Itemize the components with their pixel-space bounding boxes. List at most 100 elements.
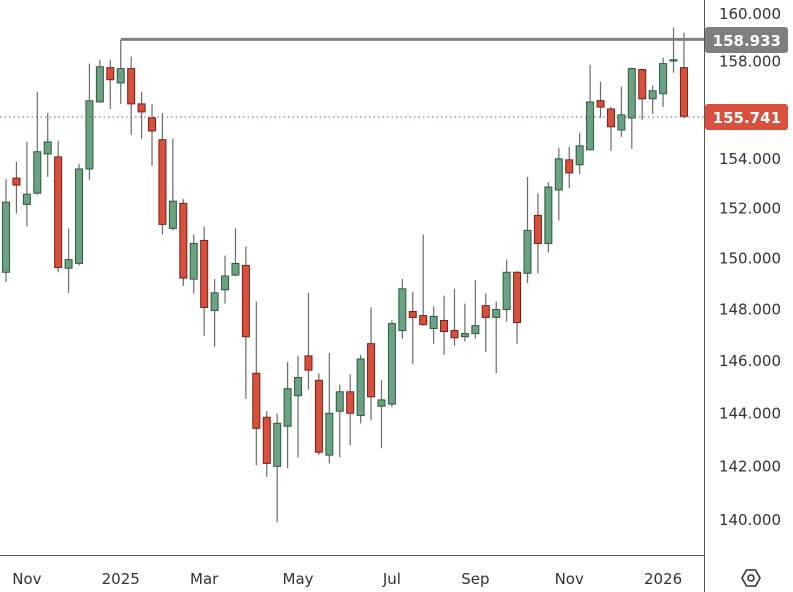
candle[interactable] [554,147,563,221]
candle[interactable] [398,279,407,339]
candle[interactable] [210,279,219,347]
candle[interactable] [596,81,605,118]
candle[interactable] [64,228,73,293]
candle-body-up [617,114,626,131]
candle-body-up [325,412,334,456]
candle[interactable] [168,138,177,231]
candle[interactable] [617,86,626,137]
candle-body-up [221,275,230,291]
candle[interactable] [356,354,365,424]
x-tick-label: Mar [190,570,219,588]
x-tick-label: Jul [382,570,401,588]
candle[interactable] [460,303,469,342]
candle[interactable] [127,56,136,135]
candle-body-up [210,292,219,311]
candle[interactable] [75,163,84,266]
candle-body-up [586,101,595,151]
candle[interactable] [346,374,355,446]
candle[interactable] [231,228,240,277]
candle[interactable] [95,59,104,103]
candle-body-up [64,259,73,269]
candle-body-up [554,158,563,191]
candle[interactable] [33,91,42,195]
candle-body-down [440,320,449,333]
candle[interactable] [513,271,522,344]
candle-body-up [95,66,104,103]
candle[interactable] [22,141,31,227]
candle-body-up [356,358,365,416]
candle-body-down [106,67,115,81]
candle[interactable] [43,112,52,177]
x-tick-label: Nov [555,570,584,588]
candle[interactable] [586,64,595,151]
candle-body-up [116,68,125,84]
x-tick-label: Sep [461,570,489,588]
candle[interactable] [638,68,647,120]
candle[interactable] [273,413,282,522]
candle-body-down [148,117,157,132]
candle[interactable] [262,411,271,478]
candle[interactable] [627,67,636,149]
candle[interactable] [387,320,396,408]
candle[interactable] [2,179,10,282]
candle[interactable] [200,226,209,336]
candle[interactable] [492,301,501,374]
candle-body-up [273,422,282,467]
candle[interactable] [481,293,490,352]
candle-body-up [669,59,678,62]
x-tick-label: May [283,570,314,588]
candle[interactable] [221,255,230,304]
candle-body-down [450,330,459,339]
candle-body-down [179,202,188,279]
candle[interactable] [533,193,542,274]
candle[interactable] [471,280,480,339]
candle[interactable] [565,146,574,189]
candle-body-up [335,391,344,412]
candle[interactable] [106,59,115,109]
candle[interactable] [377,380,386,449]
candle[interactable] [659,57,668,108]
candle[interactable] [429,306,438,344]
candle[interactable] [148,103,157,167]
candle[interactable] [669,27,678,73]
candle[interactable] [283,362,292,469]
settings-hexagon-icon[interactable] [741,569,761,587]
candle[interactable] [189,234,198,294]
candle[interactable] [440,295,449,355]
candle[interactable] [54,140,63,273]
candle[interactable] [606,107,615,151]
candle-body-down [200,239,209,308]
candle[interactable] [314,373,323,456]
candle[interactable] [137,91,146,139]
candle[interactable] [367,307,376,421]
candle[interactable] [523,176,532,283]
candle-body-up [283,388,292,427]
candle[interactable] [294,355,303,458]
candle[interactable] [85,63,94,181]
candle[interactable] [335,384,344,458]
candle[interactable] [179,199,188,286]
candle[interactable] [408,291,417,365]
candle-body-down [408,311,417,318]
level-price-label: 158.933 [705,27,788,53]
candle[interactable] [419,234,428,326]
candle[interactable] [679,32,688,118]
time-axis[interactable]: Nov 2025 Mar May Jul Sep Nov 2026 [12,570,682,588]
candle[interactable] [575,132,584,174]
candle[interactable] [304,292,313,390]
candle[interactable] [158,112,167,235]
candle[interactable] [325,353,334,464]
y-tick-label: 158.000 [719,53,781,71]
candle[interactable] [116,39,125,104]
candle[interactable] [648,85,657,114]
candle-body-up [43,141,52,155]
candle[interactable] [12,161,21,214]
candle[interactable] [241,246,250,399]
candle[interactable] [502,259,511,322]
candle[interactable] [450,288,459,346]
candle[interactable] [544,182,553,253]
candle[interactable] [252,301,261,466]
price-axis[interactable]: 160.000 158.000 154.000 152.000 150.000 148.0… [719,5,781,529]
candle-body-down [606,108,615,128]
